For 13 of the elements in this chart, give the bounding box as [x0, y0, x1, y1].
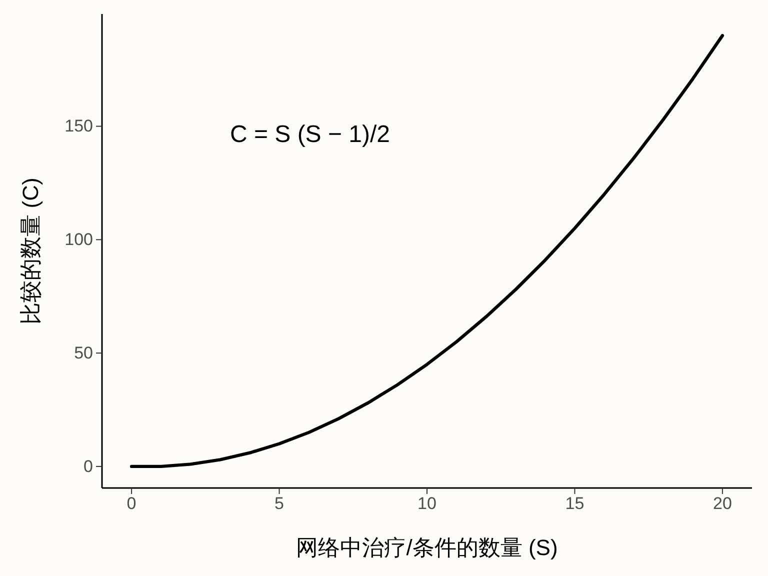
- y-axis-title: 比较的数量 (C): [18, 178, 43, 324]
- y-tick-label: 150: [64, 116, 93, 136]
- x-tick-label: 5: [274, 494, 284, 514]
- x-tick-label: 0: [126, 494, 136, 514]
- x-tick-label: 10: [418, 494, 436, 514]
- y-tick-label: 50: [74, 343, 93, 362]
- line-series: [130, 34, 724, 468]
- x-tick-label: 20: [712, 494, 732, 514]
- y-tick-label: 0: [84, 456, 93, 476]
- x-tick-label: 15: [565, 494, 584, 514]
- annotation: C = S (S − 1)/2: [230, 121, 390, 148]
- y-tick-label: 100: [64, 230, 93, 250]
- x-axis-title: 网络中治疗/条件的数量 (S): [296, 535, 558, 560]
